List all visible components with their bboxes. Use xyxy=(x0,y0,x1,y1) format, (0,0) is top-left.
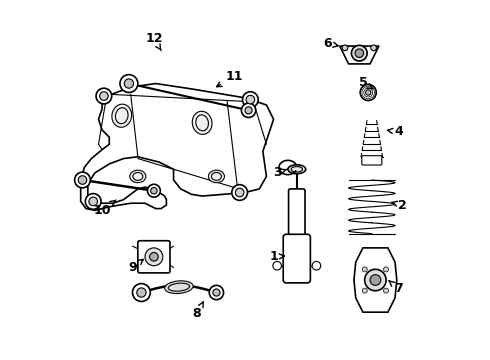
Ellipse shape xyxy=(192,111,212,134)
Circle shape xyxy=(124,79,134,88)
Text: 6: 6 xyxy=(323,37,338,50)
Circle shape xyxy=(149,252,158,261)
Circle shape xyxy=(209,285,223,300)
Circle shape xyxy=(99,92,108,100)
Circle shape xyxy=(213,289,220,296)
Circle shape xyxy=(243,92,258,108)
Circle shape xyxy=(137,288,146,297)
Circle shape xyxy=(89,197,98,206)
Text: 7: 7 xyxy=(389,281,403,296)
FancyBboxPatch shape xyxy=(283,234,310,283)
Circle shape xyxy=(355,49,364,58)
Circle shape xyxy=(74,172,90,188)
Circle shape xyxy=(78,176,87,184)
Circle shape xyxy=(232,185,247,201)
Text: 8: 8 xyxy=(193,302,203,320)
Text: 12: 12 xyxy=(145,32,163,50)
Text: 2: 2 xyxy=(392,198,407,212)
Circle shape xyxy=(351,45,367,61)
Text: 4: 4 xyxy=(388,125,403,138)
Ellipse shape xyxy=(165,281,193,293)
Circle shape xyxy=(312,261,321,270)
Circle shape xyxy=(246,95,255,104)
Polygon shape xyxy=(354,248,397,312)
FancyBboxPatch shape xyxy=(362,156,382,165)
Circle shape xyxy=(362,288,368,293)
FancyBboxPatch shape xyxy=(289,189,305,239)
Ellipse shape xyxy=(288,165,306,174)
Circle shape xyxy=(273,261,281,270)
Ellipse shape xyxy=(112,104,132,127)
Text: 3: 3 xyxy=(273,166,287,179)
Circle shape xyxy=(371,45,376,51)
Circle shape xyxy=(96,88,112,104)
Polygon shape xyxy=(340,46,379,64)
Circle shape xyxy=(370,275,381,285)
Circle shape xyxy=(362,267,368,272)
Circle shape xyxy=(342,45,348,51)
Text: 9: 9 xyxy=(128,260,143,274)
Circle shape xyxy=(384,267,389,272)
Circle shape xyxy=(151,188,157,194)
Circle shape xyxy=(145,248,163,266)
Circle shape xyxy=(132,284,150,301)
Circle shape xyxy=(235,188,244,197)
Circle shape xyxy=(85,194,101,209)
Text: 5: 5 xyxy=(359,76,373,89)
Circle shape xyxy=(147,184,160,197)
Text: 11: 11 xyxy=(217,70,243,87)
Circle shape xyxy=(245,107,252,114)
Ellipse shape xyxy=(360,85,376,100)
Ellipse shape xyxy=(366,90,371,95)
Circle shape xyxy=(365,269,386,291)
Ellipse shape xyxy=(130,170,146,183)
Text: 10: 10 xyxy=(94,200,116,217)
Circle shape xyxy=(242,103,256,117)
Circle shape xyxy=(384,288,389,293)
FancyBboxPatch shape xyxy=(138,241,170,273)
Ellipse shape xyxy=(208,170,224,183)
Circle shape xyxy=(120,75,138,93)
Text: 1: 1 xyxy=(269,250,284,263)
